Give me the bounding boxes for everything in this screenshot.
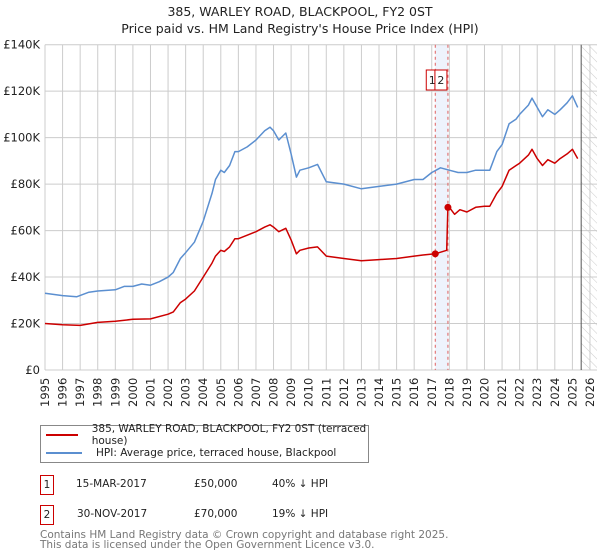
footer-line: Contains HM Land Registry data © Crown c… bbox=[40, 529, 449, 541]
x-tick-label: 2010 bbox=[302, 378, 316, 407]
transaction-row: 2 30-NOV-2017 £70,000 19% ↓ HPI bbox=[40, 505, 440, 525]
legend-label: 385, WARLEY ROAD, BLACKPOOL, FY2 0ST (te… bbox=[91, 423, 367, 447]
y-tick-label: £20K bbox=[11, 317, 41, 331]
x-tick-label: 2023 bbox=[530, 378, 544, 407]
x-tick-label: 2022 bbox=[513, 378, 527, 407]
x-tick-label: 2004 bbox=[196, 378, 210, 407]
footer: Contains HM Land Registry data © Crown c… bbox=[40, 529, 449, 551]
x-tick-label: 1999 bbox=[108, 378, 122, 407]
transaction-band bbox=[435, 44, 448, 370]
x-tick-label: 2018 bbox=[442, 378, 456, 407]
transaction-hpi: 19% ↓ HPI bbox=[272, 508, 329, 520]
y-tick-label: £140K bbox=[3, 38, 40, 52]
legend: 385, WARLEY ROAD, BLACKPOOL, FY2 0ST (te… bbox=[40, 423, 369, 463]
transaction-label-box bbox=[434, 69, 448, 91]
x-tick-label: 2024 bbox=[548, 378, 562, 407]
y-tick-label: £120K bbox=[3, 84, 40, 98]
x-tick-label: 2013 bbox=[354, 378, 368, 407]
y-tick-label: £100K bbox=[3, 131, 40, 145]
x-tick-label: 1996 bbox=[56, 378, 70, 407]
y-tick-label: £0 bbox=[25, 363, 40, 377]
legend-item-hpi: HPI: Average price, terraced house, Blac… bbox=[46, 445, 336, 461]
transaction-row: 1 15-MAR-2017 £50,000 40% ↓ HPI bbox=[40, 475, 440, 495]
x-tick-label: 2017 bbox=[425, 378, 439, 407]
y-tick-label: £80K bbox=[11, 177, 41, 191]
chart-subtitle: Price paid vs. HM Land Registry's House … bbox=[121, 21, 479, 36]
legend-swatch-blue bbox=[46, 452, 82, 454]
transaction-price: £70,000 bbox=[194, 508, 238, 520]
future-region bbox=[581, 44, 597, 370]
x-tick-label: 2019 bbox=[460, 378, 474, 407]
x-tick-label: 1995 bbox=[38, 378, 52, 407]
legend-item-property: 385, WARLEY ROAD, BLACKPOOL, FY2 0ST (te… bbox=[46, 423, 368, 447]
x-tick-label: 2005 bbox=[214, 378, 228, 407]
transaction-label: 2 bbox=[437, 74, 444, 87]
x-tick-label: 2015 bbox=[390, 378, 404, 407]
x-tick-label: 2001 bbox=[143, 378, 157, 407]
transaction-hpi: 40% ↓ HPI bbox=[272, 478, 329, 490]
x-tick-label: 1997 bbox=[73, 378, 87, 407]
transaction-marker: 2 bbox=[40, 505, 54, 525]
x-tick-label: 2008 bbox=[267, 378, 281, 407]
x-tick-label: 1998 bbox=[91, 378, 105, 407]
x-tick-label: 2026 bbox=[583, 378, 597, 407]
legend-label: HPI: Average price, terraced house, Blac… bbox=[96, 447, 337, 459]
transaction-label: 1 bbox=[429, 74, 436, 87]
x-tick-label: 2021 bbox=[495, 378, 509, 407]
y-tick-label: £40K bbox=[11, 270, 41, 284]
transaction-marker: 1 bbox=[40, 475, 54, 495]
transaction-date: 15-MAR-2017 bbox=[76, 478, 147, 490]
transaction-price: £50,000 bbox=[194, 478, 238, 490]
transaction-date: 30-NOV-2017 bbox=[77, 508, 148, 520]
footer-line: This data is licensed under the Open Gov… bbox=[40, 539, 375, 551]
x-tick-label: 2003 bbox=[179, 378, 193, 407]
chart-title: 385, WARLEY ROAD, BLACKPOOL, FY2 0ST bbox=[167, 4, 433, 19]
x-tick-label: 2014 bbox=[372, 378, 386, 407]
x-tick-label: 2025 bbox=[565, 378, 579, 407]
x-tick-label: 2020 bbox=[477, 378, 491, 407]
series-line bbox=[44, 95, 579, 298]
transaction-point bbox=[431, 250, 439, 258]
series-line bbox=[44, 148, 579, 327]
x-tick-label: 2009 bbox=[284, 378, 298, 407]
x-tick-label: 2002 bbox=[161, 378, 175, 407]
transaction-point bbox=[444, 203, 452, 211]
x-tick-label: 2007 bbox=[249, 378, 263, 407]
x-tick-label: 2011 bbox=[319, 378, 333, 407]
x-tick-label: 2006 bbox=[231, 378, 245, 407]
x-tick-label: 2016 bbox=[407, 378, 421, 407]
legend-swatch-red bbox=[46, 434, 78, 436]
plot-area: £0 £20K £40K £60K £80K £100K £120K £140K 1995 199… bbox=[3, 38, 597, 407]
x-tick-label: 2012 bbox=[337, 378, 351, 407]
x-tick-label: 2000 bbox=[126, 378, 140, 407]
y-tick-label: £60K bbox=[11, 224, 41, 238]
